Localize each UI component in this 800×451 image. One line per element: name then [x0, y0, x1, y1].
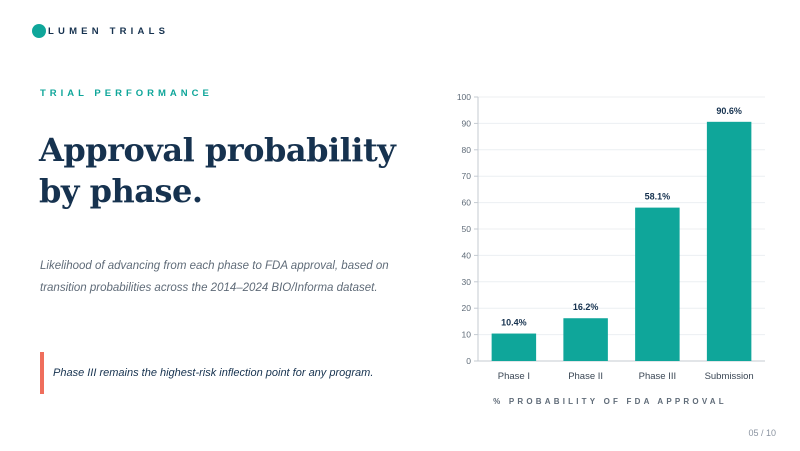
section-eyebrow: TRIAL PERFORMANCE: [40, 88, 213, 99]
bar: [635, 207, 680, 361]
y-tick-label: 50: [462, 224, 472, 234]
y-tick-label: 60: [462, 198, 472, 208]
bar-data-label: 10.4%: [501, 318, 527, 328]
callout-text: Phase III remains the highest-risk infle…: [53, 367, 374, 379]
chart-grid: [478, 96, 765, 336]
y-tick-label: 40: [462, 250, 472, 260]
bar-chart: 0 10 20 30 40 50 60 70 80 90 100 Phase I Phase II Pha…: [457, 92, 765, 406]
y-tick-label: 100: [457, 92, 471, 102]
slide-title-line-1: Approval probability: [39, 131, 396, 169]
slide-title: Approval probability by phase.: [39, 130, 419, 212]
x-category-label: Phase III: [639, 371, 677, 382]
x-category-label: Phase I: [498, 371, 530, 382]
slide-title-line-2: by phase.: [39, 172, 203, 210]
x-axis-title: % PROBABILITY OF FDA APPROVAL: [493, 397, 727, 406]
y-tick-label: 30: [462, 277, 472, 287]
brand-name: LUMEN TRIALS: [48, 25, 170, 37]
bar: [706, 121, 752, 361]
y-tick-label: 0: [466, 356, 471, 366]
bar-data-label: 90.6%: [716, 106, 742, 116]
bar: [563, 318, 608, 361]
page-number: 05 / 10: [748, 428, 776, 438]
callout: Phase III remains the highest-risk infle…: [40, 352, 373, 394]
x-category-label: Phase II: [568, 371, 603, 382]
bar-data-label: 58.1%: [645, 192, 671, 202]
chart-bars: 10.4% 16.2% 58.1% 90.6%: [491, 106, 752, 361]
y-tick-label: 10: [462, 330, 472, 340]
bar-data-label: 16.2%: [573, 302, 599, 312]
y-tick-label: 90: [462, 118, 472, 128]
y-tick-label: 20: [462, 303, 472, 313]
y-tick-label: 80: [462, 145, 472, 155]
y-tick-label: 70: [462, 171, 472, 181]
x-category-label: Submission: [705, 371, 754, 382]
chart-axes: 0 10 20 30 40 50 60 70 80 90 100 Phase I Phase II Pha…: [457, 92, 765, 382]
slide-subtitle-line-2: transition probabilities across the 2014…: [40, 282, 378, 294]
brand-logo-icon: [32, 24, 46, 38]
brand: LUMEN TRIALS: [32, 24, 169, 38]
slide-subtitle-line-1: Likelihood of advancing from each phase …: [40, 260, 389, 272]
slide-subtitle: Likelihood of advancing from each phase …: [40, 255, 410, 299]
bar: [491, 333, 537, 361]
